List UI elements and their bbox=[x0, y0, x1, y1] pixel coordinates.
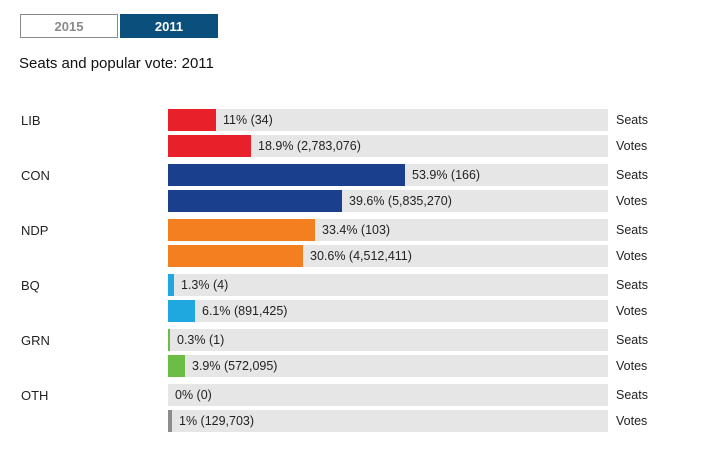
bar-con-votes bbox=[168, 190, 342, 212]
value-label-grn-votes: 3.9% (572,095) bbox=[192, 359, 278, 373]
value-label-grn-seats: 0.3% (1) bbox=[177, 333, 225, 347]
value-label-bq-votes: 6.1% (891,425) bbox=[202, 304, 288, 318]
tab-2011[interactable]: 2011 bbox=[120, 14, 218, 38]
party-label-bq: BQ bbox=[21, 278, 40, 293]
party-label-ndp: NDP bbox=[21, 223, 49, 238]
row-label-lib-seats: Seats bbox=[616, 113, 648, 127]
row-label-oth-seats: Seats bbox=[616, 388, 648, 402]
bar-lib-votes bbox=[168, 135, 251, 157]
value-label-lib-votes: 18.9% (2,783,076) bbox=[258, 139, 361, 153]
row-label-con-seats: Seats bbox=[616, 168, 648, 182]
value-label-lib-seats: 11% (34) bbox=[223, 113, 273, 127]
track-grn-seats bbox=[168, 329, 608, 351]
value-label-bq-seats: 1.3% (4) bbox=[181, 278, 229, 292]
track-bq-seats bbox=[168, 274, 608, 296]
track-lib-votes bbox=[168, 135, 608, 157]
row-label-grn-seats: Seats bbox=[616, 333, 648, 347]
row-label-con-votes: Votes bbox=[616, 194, 648, 208]
row-label-ndp-seats: Seats bbox=[616, 223, 648, 237]
tab-2015[interactable]: 2015 bbox=[20, 14, 118, 38]
party-label-lib: LIB bbox=[21, 113, 41, 128]
bar-ndp-seats bbox=[168, 219, 315, 241]
party-label-con: CON bbox=[21, 168, 50, 183]
value-label-oth-votes: 1% (129,703) bbox=[179, 414, 255, 428]
row-label-oth-votes: Votes bbox=[616, 414, 648, 428]
bar-grn-votes bbox=[168, 355, 185, 377]
row-label-grn-votes: Votes bbox=[616, 359, 648, 373]
year-tabs: 2015 2011 bbox=[20, 14, 218, 38]
value-label-ndp-seats: 33.4% (103) bbox=[322, 223, 391, 237]
bar-con-seats bbox=[168, 164, 405, 186]
bar-bq-seats bbox=[168, 274, 174, 296]
row-label-bq-votes: Votes bbox=[616, 304, 648, 318]
chart-title: Seats and popular vote: 2011 bbox=[19, 55, 214, 72]
bar-lib-seats bbox=[168, 109, 216, 131]
track-lib-seats bbox=[168, 109, 608, 131]
value-label-con-votes: 39.6% (5,835,270) bbox=[349, 194, 452, 208]
bar-bq-votes bbox=[168, 300, 195, 322]
party-label-grn: GRN bbox=[21, 333, 50, 348]
track-grn-votes bbox=[168, 355, 608, 377]
bar-grn-seats bbox=[168, 329, 170, 351]
value-label-ndp-votes: 30.6% (4,512,411) bbox=[310, 249, 412, 263]
track-oth-votes bbox=[168, 410, 608, 432]
value-label-oth-seats: 0% (0) bbox=[175, 388, 212, 402]
track-oth-seats bbox=[168, 384, 608, 406]
party-label-oth: OTH bbox=[21, 388, 49, 403]
bar-ndp-votes bbox=[168, 245, 303, 267]
bar-oth-votes bbox=[168, 410, 172, 432]
row-label-bq-seats: Seats bbox=[616, 278, 648, 292]
row-label-ndp-votes: Votes bbox=[616, 249, 648, 263]
row-label-lib-votes: Votes bbox=[616, 139, 648, 153]
value-label-con-seats: 53.9% (166) bbox=[412, 168, 481, 182]
track-bq-votes bbox=[168, 300, 608, 322]
